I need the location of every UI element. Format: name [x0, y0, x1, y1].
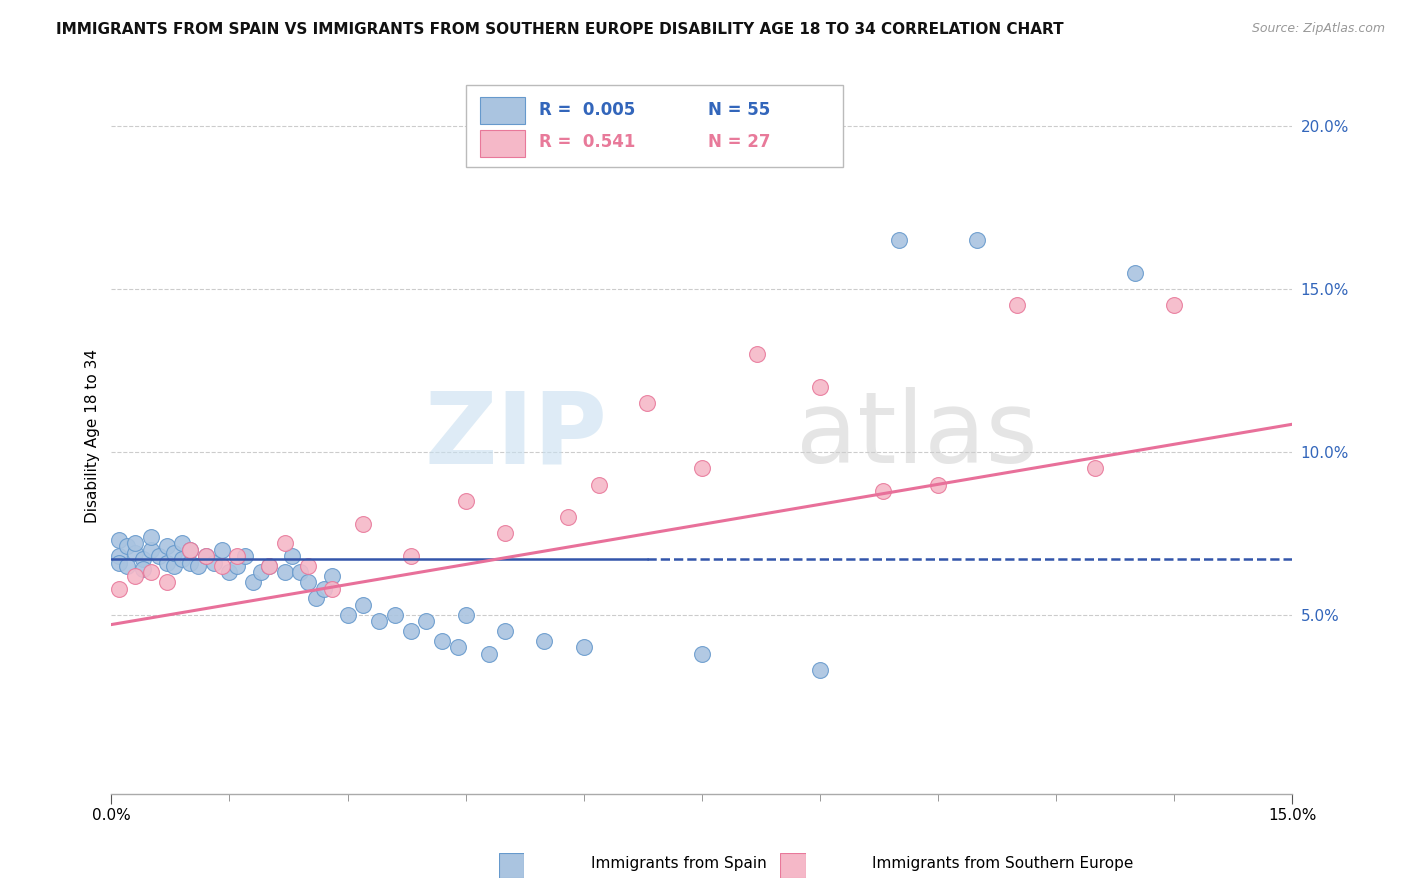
Point — [194, 549, 217, 564]
Point — [368, 615, 391, 629]
Point — [1163, 298, 1185, 312]
Point — [297, 575, 319, 590]
Text: ZIP: ZIP — [425, 387, 607, 484]
Point — [273, 566, 295, 580]
Point — [312, 582, 335, 596]
Point — [218, 566, 240, 580]
Point — [872, 483, 894, 498]
Point — [447, 640, 470, 655]
Point — [108, 556, 131, 570]
Point — [384, 607, 406, 622]
Point — [115, 540, 138, 554]
Point — [494, 624, 516, 638]
Point — [290, 566, 312, 580]
Point — [1123, 266, 1146, 280]
Point — [250, 566, 273, 580]
Point — [454, 493, 477, 508]
Point — [336, 607, 359, 622]
Text: Source: ZipAtlas.com: Source: ZipAtlas.com — [1251, 22, 1385, 36]
Point — [211, 558, 233, 573]
Point — [155, 575, 177, 590]
Point — [257, 558, 280, 573]
Point — [321, 582, 343, 596]
Point — [305, 591, 328, 606]
Point — [132, 552, 155, 566]
Text: IMMIGRANTS FROM SPAIN VS IMMIGRANTS FROM SOUTHERN EUROPE DISABILITY AGE 18 TO 34: IMMIGRANTS FROM SPAIN VS IMMIGRANTS FROM… — [56, 22, 1064, 37]
FancyBboxPatch shape — [465, 85, 844, 167]
Point — [927, 477, 949, 491]
Point — [139, 566, 162, 580]
Point — [155, 540, 177, 554]
Text: R =  0.005: R = 0.005 — [538, 101, 636, 119]
Point — [257, 558, 280, 573]
Point — [172, 536, 194, 550]
Point — [557, 510, 579, 524]
Point — [399, 624, 422, 638]
Point — [108, 582, 131, 596]
Point — [226, 558, 249, 573]
Point — [179, 542, 201, 557]
Point — [494, 526, 516, 541]
Point — [533, 633, 555, 648]
Text: N = 27: N = 27 — [707, 134, 770, 152]
Point — [966, 233, 988, 247]
Point — [281, 549, 304, 564]
Point — [399, 549, 422, 564]
Bar — [479, 129, 524, 157]
Point — [179, 542, 201, 557]
Point — [273, 536, 295, 550]
Point — [588, 477, 610, 491]
Point — [887, 233, 910, 247]
Text: atlas: atlas — [796, 387, 1038, 484]
Point — [187, 558, 209, 573]
Point — [636, 396, 658, 410]
Point — [194, 549, 217, 564]
Point — [430, 633, 453, 648]
Point — [172, 552, 194, 566]
Point — [108, 549, 131, 564]
Bar — [479, 96, 524, 124]
Point — [352, 598, 374, 612]
Point — [1084, 461, 1107, 475]
Point — [163, 558, 186, 573]
Point — [139, 542, 162, 557]
Text: Immigrants from Southern Europe: Immigrants from Southern Europe — [872, 856, 1133, 871]
Point — [132, 562, 155, 576]
Point — [115, 558, 138, 573]
Y-axis label: Disability Age 18 to 34: Disability Age 18 to 34 — [86, 349, 100, 523]
Point — [226, 549, 249, 564]
Point — [1005, 298, 1028, 312]
Point — [415, 615, 437, 629]
Point — [108, 533, 131, 547]
Point — [690, 461, 713, 475]
Point — [321, 568, 343, 582]
Point — [242, 575, 264, 590]
Point — [478, 647, 501, 661]
Point — [155, 556, 177, 570]
Point — [202, 556, 225, 570]
Point — [163, 546, 186, 560]
Point — [148, 549, 170, 564]
Point — [124, 536, 146, 550]
Point — [124, 568, 146, 582]
Point — [690, 647, 713, 661]
Text: R =  0.541: R = 0.541 — [538, 134, 636, 152]
Point — [352, 516, 374, 531]
Text: Immigrants from Spain: Immigrants from Spain — [591, 856, 766, 871]
Point — [139, 530, 162, 544]
Point — [808, 663, 831, 677]
Point — [124, 546, 146, 560]
Point — [808, 380, 831, 394]
Point — [745, 347, 768, 361]
Point — [454, 607, 477, 622]
Text: N = 55: N = 55 — [707, 101, 770, 119]
Point — [211, 542, 233, 557]
Point — [297, 558, 319, 573]
Point — [179, 556, 201, 570]
Point — [233, 549, 256, 564]
Point — [572, 640, 595, 655]
